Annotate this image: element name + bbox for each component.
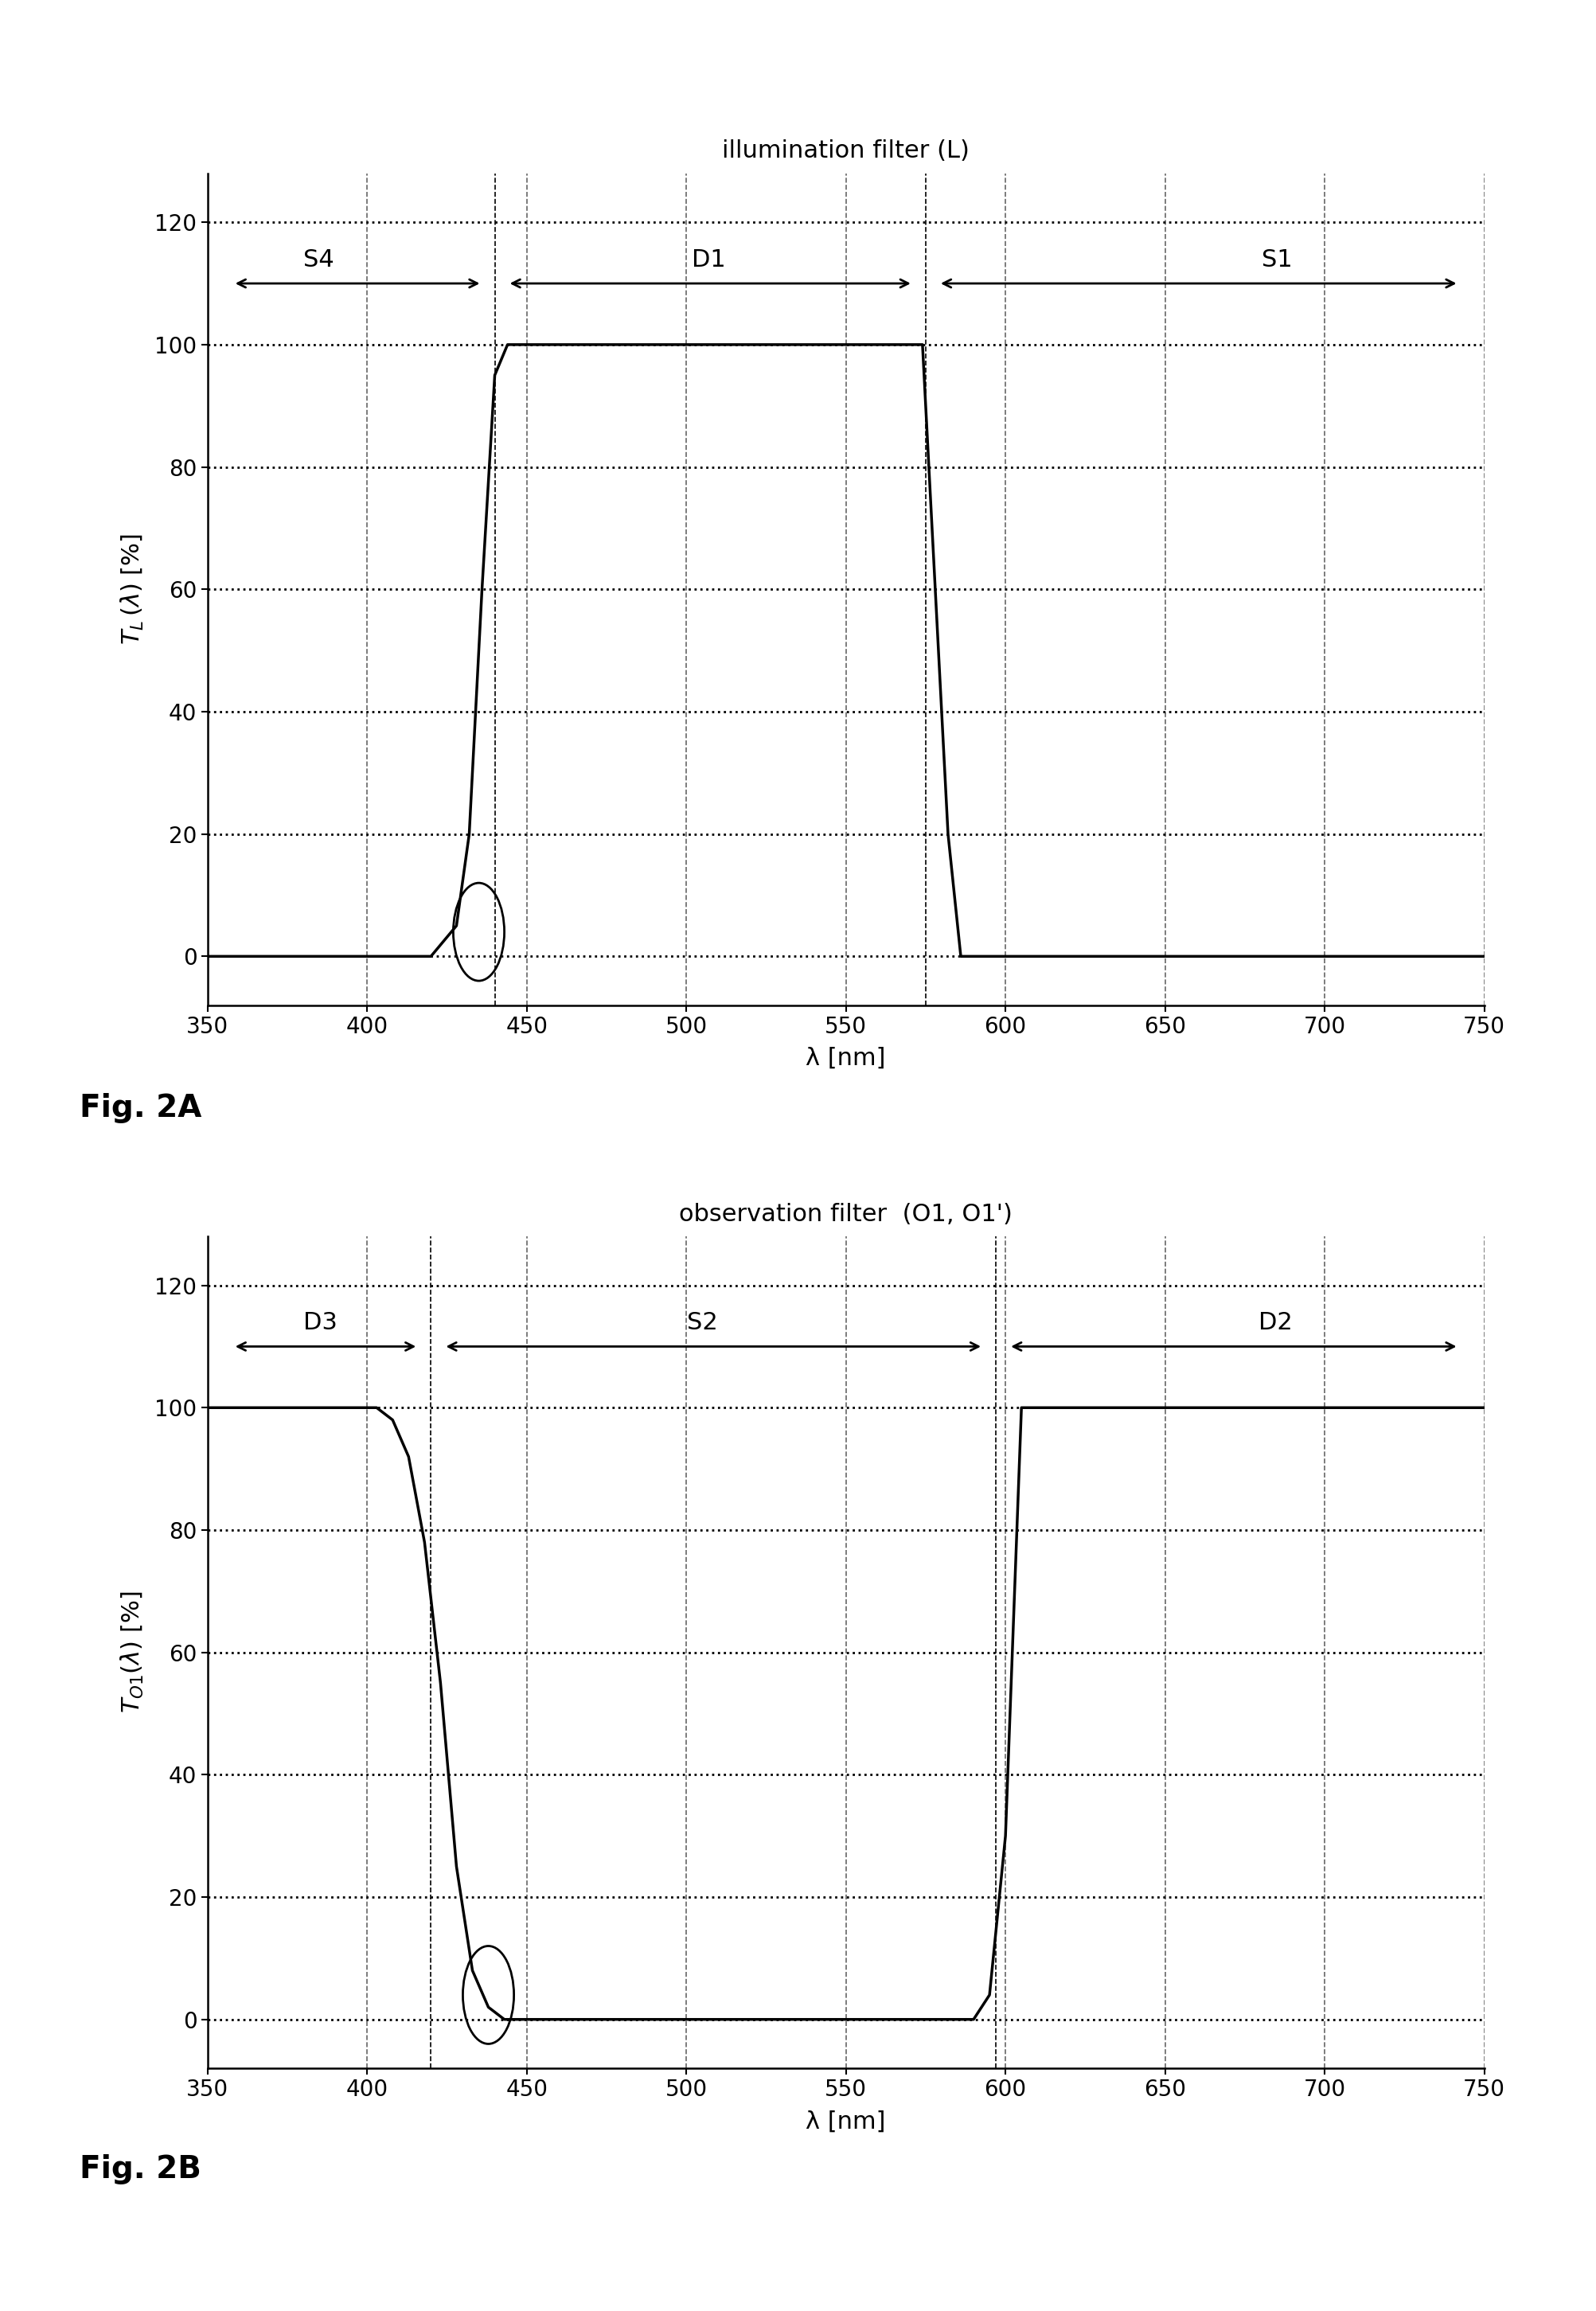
X-axis label: λ [nm]: λ [nm] [806, 1047, 886, 1070]
Y-axis label: $T_{O1}(\lambda)$ [%]: $T_{O1}(\lambda)$ [%] [120, 1592, 145, 1712]
Text: Fig. 2B: Fig. 2B [80, 2154, 201, 2184]
Title: illumination filter (L): illumination filter (L) [721, 139, 970, 162]
Text: D3: D3 [303, 1310, 337, 1333]
Text: D1: D1 [691, 247, 726, 270]
Text: S2: S2 [686, 1310, 718, 1333]
Text: S1: S1 [1262, 247, 1293, 270]
Title: observation filter  (O1, O1'): observation filter (O1, O1') [680, 1202, 1012, 1225]
X-axis label: λ [nm]: λ [nm] [806, 2110, 886, 2133]
Text: S4: S4 [303, 247, 334, 270]
Text: D2: D2 [1259, 1310, 1293, 1333]
Text: Fig. 2A: Fig. 2A [80, 1093, 201, 1123]
Y-axis label: $T_L\,(\lambda)$ [%]: $T_L\,(\lambda)$ [%] [120, 534, 145, 645]
